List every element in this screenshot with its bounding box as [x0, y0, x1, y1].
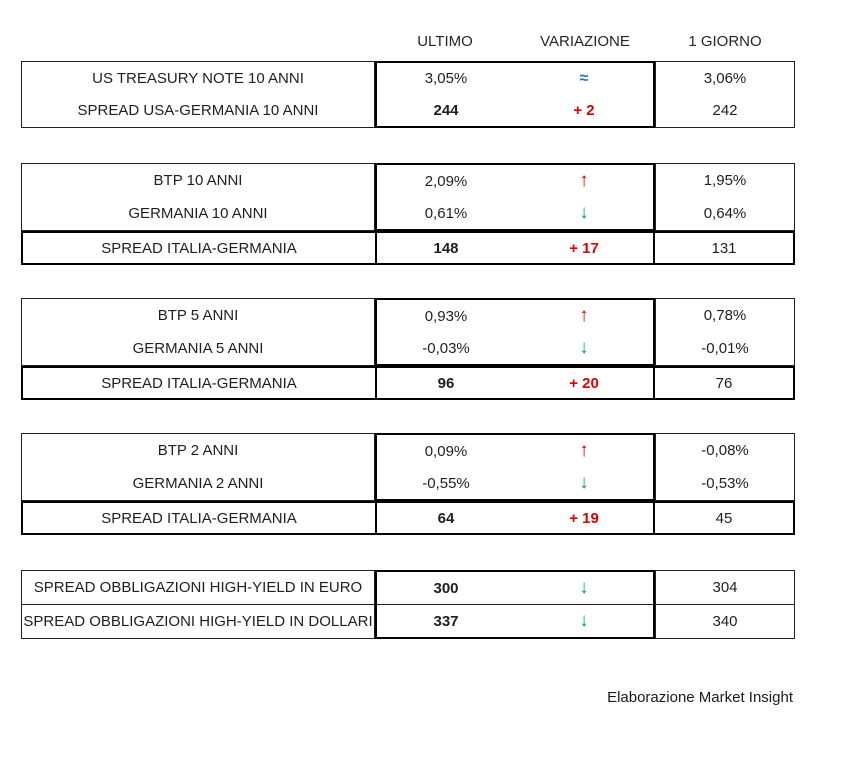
spread-row: SPREAD ITALIA-GERMANIA 148 + 17 131 [21, 231, 795, 265]
table-row: -0,03% ↓ [377, 332, 653, 364]
giorno-value: -0,08% [701, 442, 749, 459]
giorno-value: -0,53% [701, 475, 749, 492]
giorno-value: 76 [715, 374, 733, 392]
giorno-value: 340 [656, 604, 794, 638]
table-row: 3,05% ≈ [377, 63, 653, 95]
table-row: 2,09% ↑ [377, 165, 653, 197]
ultimo-variazione-column: 300 ↓ 337 ↓ [375, 570, 655, 639]
ultimo-value: 64 [437, 509, 455, 527]
ultimo-value: -0,55% [422, 474, 470, 492]
giorno-value: 242 [712, 102, 738, 120]
giorno-column: 1,95% 0,64% [655, 163, 795, 231]
label-column: BTP 5 ANNI GERMANIA 5 ANNI [21, 298, 375, 366]
row-label: SPREAD OBBLIGAZIONI HIGH-YIELD IN DOLLAR… [22, 604, 374, 638]
row-label: GERMANIA 2 ANNI [132, 475, 264, 492]
table-row: 0,09% ↑ [377, 435, 653, 467]
btp-5y-table: BTP 5 ANNI GERMANIA 5 ANNI 0,93% ↑ -0,03… [21, 298, 795, 400]
row-label: BTP 5 ANNI [157, 307, 239, 324]
btp-2y-table: BTP 2 ANNI GERMANIA 2 ANNI 0,09% ↑ -0,55… [21, 433, 795, 535]
giorno-column: -0,08% -0,53% [655, 433, 795, 501]
column-header-1-giorno: 1 GIORNO [688, 33, 762, 50]
ultimo-value: 0,93% [424, 307, 468, 325]
btp-10y-table: BTP 10 ANNI GERMANIA 10 ANNI 2,09% ↑ 0,6… [21, 163, 795, 265]
up-arrow-icon: ↑ [579, 170, 589, 191]
variation-value: + 17 [569, 239, 599, 257]
up-arrow-icon: ↑ [579, 440, 589, 461]
table-row: 300 ↓ [377, 572, 653, 604]
column-headers: ULTIMO VARIAZIONE 1 GIORNO [375, 30, 795, 53]
row-label: SPREAD ITALIA-GERMANIA [101, 509, 297, 527]
row-label: BTP 10 ANNI [153, 172, 243, 189]
row-label: GERMANIA 5 ANNI [132, 340, 264, 357]
down-arrow-icon: ↓ [579, 472, 589, 493]
treasury-table: US TREASURY NOTE 10 ANNI SPREAD USA-GERM… [21, 61, 795, 128]
giorno-value: 304 [712, 579, 738, 596]
label-column: SPREAD OBBLIGAZIONI HIGH-YIELD IN EURO S… [21, 570, 375, 639]
ultimo-value: 96 [437, 374, 455, 392]
variation-value: + 19 [569, 509, 599, 527]
source-credit: Elaborazione Market Insight [607, 689, 793, 706]
ultimo-value: 2,09% [424, 172, 468, 190]
table-row: -0,55% ↓ [377, 467, 653, 499]
giorno-column: 304 340 [655, 570, 795, 639]
down-arrow-icon: ↓ [579, 202, 589, 223]
approx-equal-icon: ≈ [579, 69, 589, 87]
ultimo-value: 0,09% [424, 442, 468, 460]
label-column: BTP 10 ANNI GERMANIA 10 ANNI [21, 163, 375, 231]
table-row: 244 + 2 [377, 95, 653, 127]
row-label: SPREAD ITALIA-GERMANIA [101, 239, 297, 257]
variation-value: + 2 [573, 101, 595, 119]
row-label: BTP 2 ANNI [157, 442, 239, 459]
down-arrow-icon: ↓ [579, 577, 589, 598]
row-label: SPREAD ITALIA-GERMANIA [101, 374, 297, 392]
giorno-value: 45 [715, 509, 733, 527]
ultimo-variazione-column: 0,09% ↑ -0,55% ↓ [375, 433, 655, 501]
down-arrow-icon: ↓ [579, 610, 589, 631]
up-arrow-icon: ↑ [579, 305, 589, 326]
row-label: US TREASURY NOTE 10 ANNI [92, 69, 304, 87]
ultimo-value: 0,61% [424, 204, 468, 222]
row-label: GERMANIA 10 ANNI [128, 205, 268, 222]
ultimo-value: 300 [433, 579, 459, 597]
giorno-column: 3,06% 242 [655, 61, 795, 128]
label-column: BTP 2 ANNI GERMANIA 2 ANNI [21, 433, 375, 501]
ultimo-value: -0,03% [422, 339, 470, 357]
spread-row: SPREAD ITALIA-GERMANIA 96 + 20 76 [21, 366, 795, 400]
ultimo-value: 3,05% [424, 70, 468, 88]
ultimo-variazione-column: 2,09% ↑ 0,61% ↓ [375, 163, 655, 231]
table-row: 0,61% ↓ [377, 197, 653, 229]
high-yield-table: SPREAD OBBLIGAZIONI HIGH-YIELD IN EURO S… [21, 570, 795, 639]
variation-value: + 20 [569, 374, 599, 392]
column-header-variazione: VARIAZIONE [540, 33, 630, 50]
table-row: 337 ↓ [377, 604, 653, 637]
giorno-value: 0,64% [703, 205, 747, 222]
row-label: SPREAD OBBLIGAZIONI HIGH-YIELD IN EURO [33, 579, 363, 596]
market-insight-bond-sheet: ULTIMO VARIAZIONE 1 GIORNO US TREASURY N… [0, 30, 855, 772]
label-column: US TREASURY NOTE 10 ANNI SPREAD USA-GERM… [21, 61, 375, 128]
ultimo-variazione-column: 0,93% ↑ -0,03% ↓ [375, 298, 655, 366]
giorno-value: 1,95% [703, 172, 747, 189]
ultimo-value: 244 [433, 101, 459, 119]
giorno-value: 131 [711, 239, 737, 257]
ultimo-variazione-column: 3,05% ≈ 244 + 2 [375, 61, 655, 128]
column-header-ultimo: ULTIMO [417, 33, 473, 50]
giorno-column: 0,78% -0,01% [655, 298, 795, 366]
giorno-value: -0,01% [701, 340, 749, 357]
giorno-value: 0,78% [703, 307, 747, 324]
down-arrow-icon: ↓ [579, 337, 589, 358]
ultimo-value: 337 [433, 612, 459, 630]
row-label: SPREAD USA-GERMANIA 10 ANNI [77, 102, 319, 120]
giorno-value: 3,06% [703, 69, 747, 87]
ultimo-value: 148 [433, 239, 459, 257]
spread-row: SPREAD ITALIA-GERMANIA 64 + 19 45 [21, 501, 795, 535]
table-row: 0,93% ↑ [377, 300, 653, 332]
